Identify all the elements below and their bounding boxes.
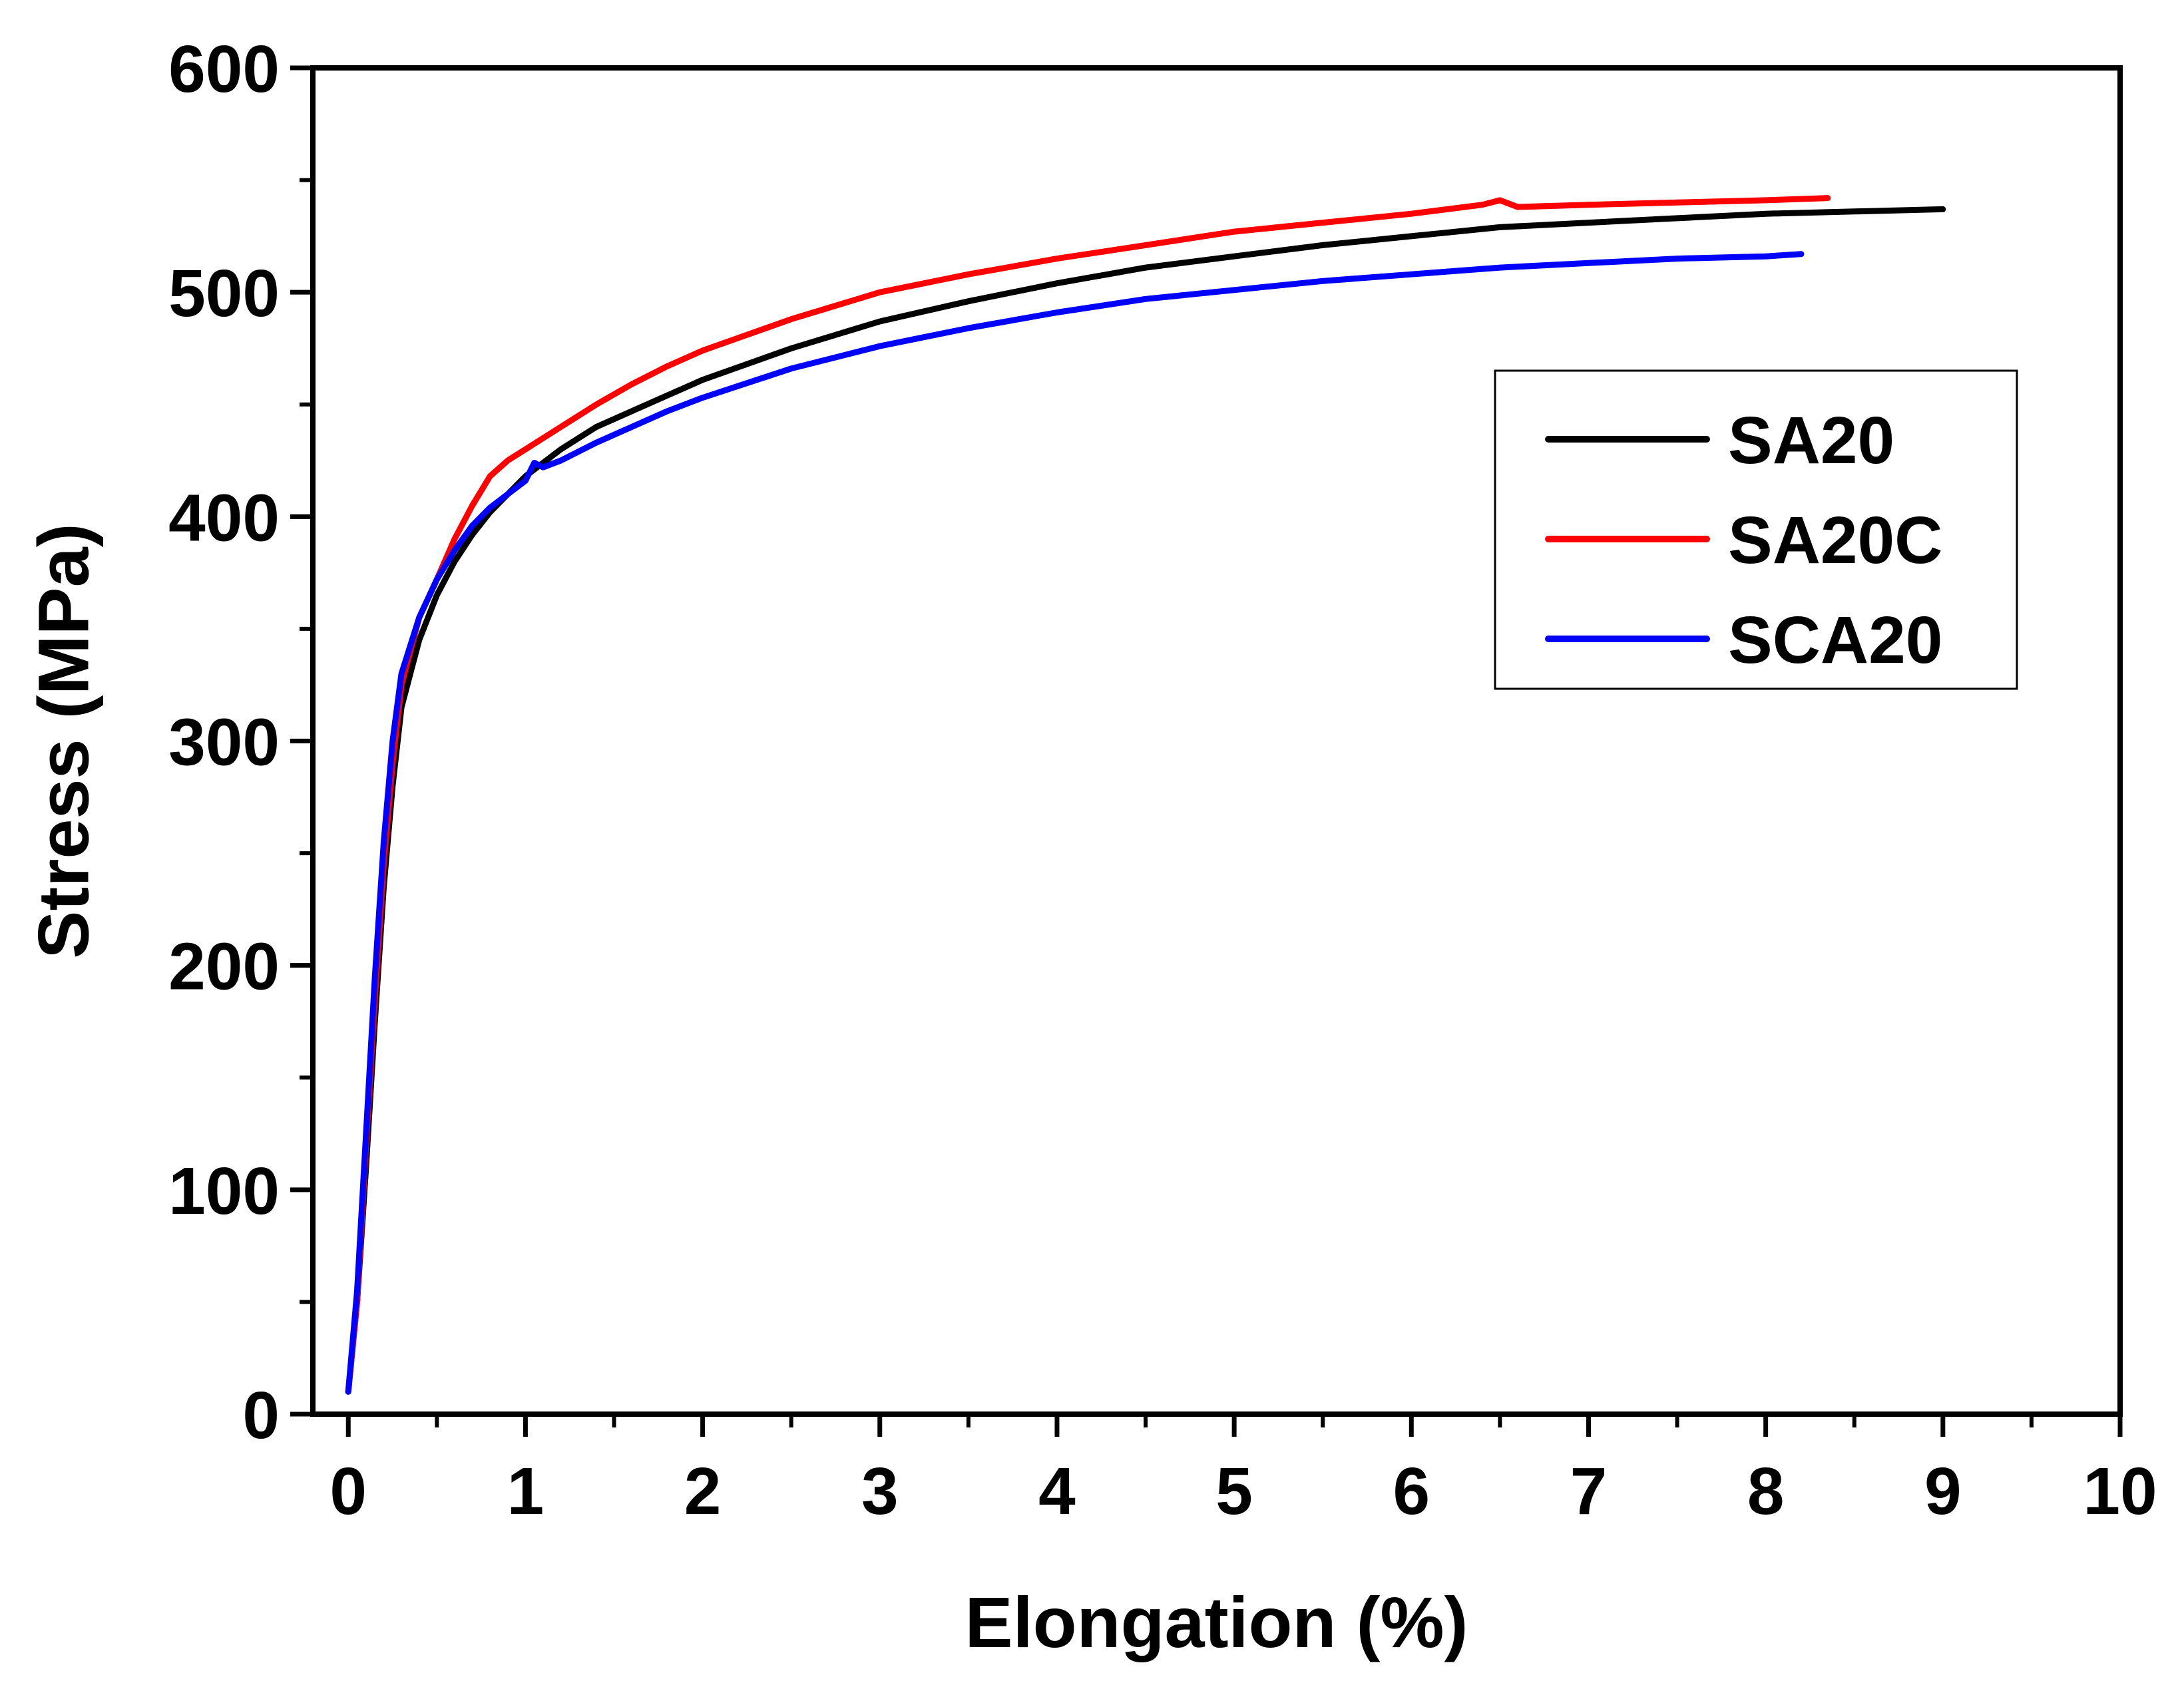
x-tick-label: 6 [1393,1454,1430,1529]
x-tick-label: 3 [861,1454,899,1529]
y-tick-label: 300 [168,705,280,780]
x-tick-label: 1 [507,1454,545,1529]
x-tick-label: 8 [1747,1454,1785,1529]
axis-ticks [290,65,2123,1437]
legend-label-sa20: SA20 [1728,403,1894,478]
legend: SA20 SA20C SCA20 [1494,369,2018,690]
x-tick-label: 5 [1215,1454,1253,1529]
x-axis-title: Elongation (%) [965,1582,1468,1662]
y-axis-title: Stress (MPa) [23,523,104,958]
x-tick-label: 2 [684,1454,722,1529]
y-tick-label: 200 [168,930,280,1004]
y-tick-label: 600 [168,32,280,106]
series-lines [345,195,1946,1395]
legend-label-sa20c: SA20C [1728,503,1942,578]
x-tick-label: 0 [329,1454,367,1529]
x-tick-label: 9 [1924,1454,1962,1529]
x-tick-label: 4 [1038,1454,1076,1529]
y-tick-label: 500 [168,256,280,331]
y-tick-label: 0 [242,1378,280,1453]
plot-frame [310,65,2123,1417]
y-tick-label: 400 [168,480,280,555]
x-tick-label: 7 [1570,1454,1608,1529]
legend-label-sca20: SCA20 [1728,603,1942,677]
y-tick-label: 100 [168,1154,280,1228]
x-tick-label: 10 [2083,1454,2157,1529]
series-line-sca20 [345,251,1805,1395]
